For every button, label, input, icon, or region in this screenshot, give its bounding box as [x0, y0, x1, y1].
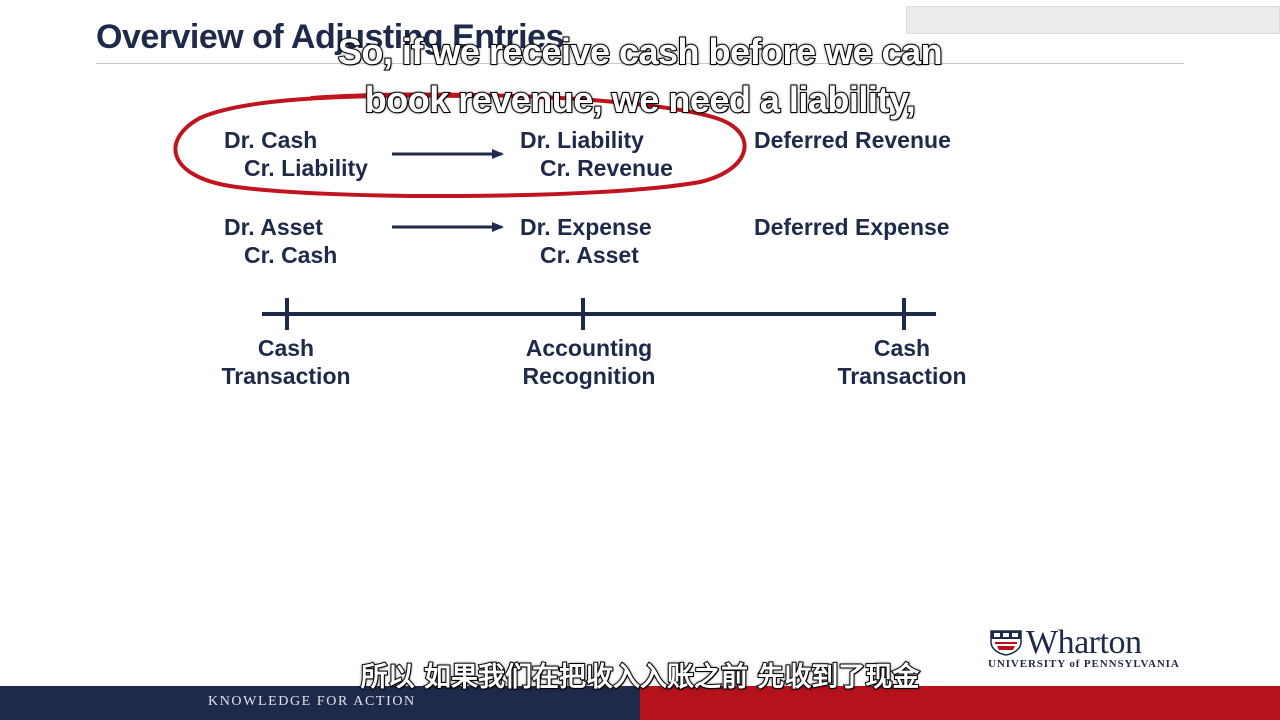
footer-bar-red [640, 686, 1280, 720]
timeline-label-line: Cash [873, 335, 931, 361]
timeline-label-cash-transaction: Cash Transaction [221, 334, 350, 390]
entry-credit: Cr. Liability [244, 155, 368, 181]
caption-english-line-2: book revenue, we need a liability, [364, 78, 917, 121]
timeline-label-line: Recognition [522, 363, 656, 389]
timeline-label-line: Transaction [837, 363, 967, 389]
entry-row1-right: Dr. Liability Cr. Revenue [520, 126, 673, 182]
timeline-label-cash-transaction-2: Cash Transaction [837, 334, 966, 390]
entry-debit: Dr. Liability [520, 127, 644, 153]
title-divider [96, 63, 1184, 64]
entry-row2-left: Dr. Asset Cr. Cash [224, 213, 337, 269]
slide-title: Overview of Adjusting Entries [96, 18, 564, 56]
entry-credit: Cr. Cash [244, 242, 338, 268]
entry-row2-right: Dr. Expense Cr. Asset [520, 213, 652, 269]
logo-subline: UNIVERSITY of PENNSYLVANIA [988, 658, 1180, 670]
wharton-logo: Wharton UNIVERSITY of PENNSYLVANIA [988, 624, 1188, 672]
entry-debit: Dr. Expense [520, 214, 652, 240]
timeline-label-line: Transaction [221, 363, 351, 389]
label-deferred-revenue: Deferred Revenue [754, 127, 951, 153]
entry-row1-left: Dr. Cash Cr. Liability [224, 126, 368, 182]
shield-icon [990, 630, 1022, 656]
corner-overlay-box [906, 6, 1280, 34]
timeline-label-accounting-recognition: Accounting Recognition [523, 334, 656, 390]
caption-chinese: 所以 如果我们在把收入入账之前 先收到了现金 [360, 661, 921, 694]
entry-credit: Cr. Revenue [540, 155, 673, 181]
timeline-label-line: Cash [257, 335, 315, 361]
timeline-label-line: Accounting [525, 335, 653, 361]
entry-debit: Dr. Asset [224, 214, 323, 240]
entry-credit: Cr. Asset [540, 242, 639, 268]
caption-english: So, if we receive cash before we can boo… [0, 28, 1280, 124]
caption-english-line-1: So, if we receive cash before we can [337, 30, 944, 73]
label-deferred-expense: Deferred Expense [754, 214, 950, 240]
footer-bar-navy: KNOWLEDGE FOR ACTION [0, 686, 640, 720]
footer-tagline: KNOWLEDGE FOR ACTION [208, 694, 416, 709]
logo-wordmark: Wharton [1026, 624, 1142, 661]
entry-debit: Dr. Cash [224, 127, 318, 153]
